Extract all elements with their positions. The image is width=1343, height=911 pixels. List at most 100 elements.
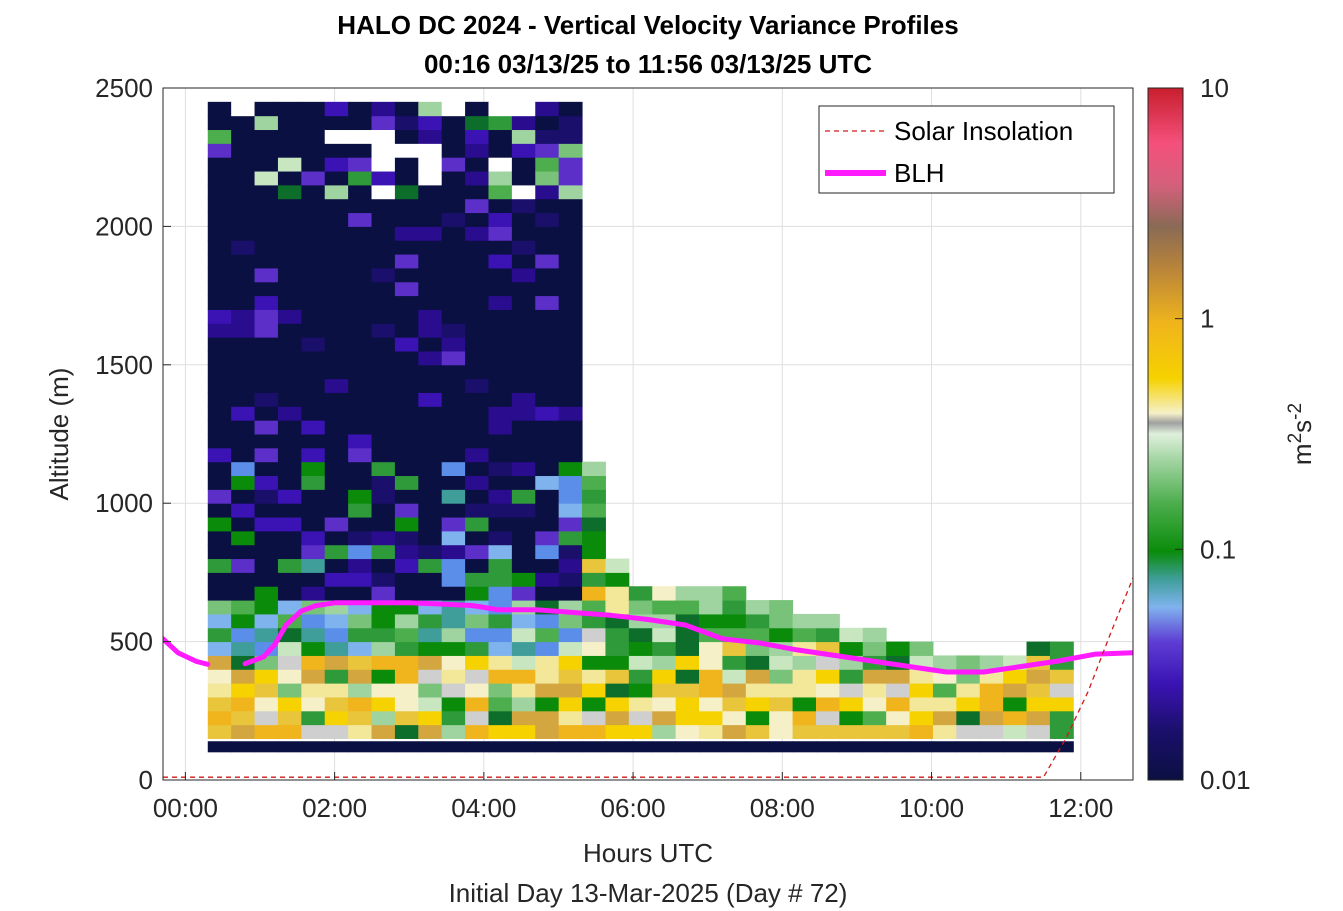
heatmap-cell [535, 101, 560, 117]
heatmap-cell [207, 683, 232, 698]
heatmap-cell [465, 157, 489, 172]
heatmap-cell [465, 198, 489, 214]
heatmap-cell [277, 281, 302, 297]
heatmap-cell [301, 710, 326, 726]
heatmap-cell [394, 683, 419, 698]
heatmap-cell [488, 198, 513, 214]
heatmap-cell [254, 295, 279, 310]
heatmap-cell [418, 309, 443, 324]
heatmap-cell [441, 517, 466, 532]
heatmap-cell [465, 129, 489, 144]
heatmap-cell [394, 503, 419, 518]
heatmap-cell [324, 434, 349, 449]
heatmap-cell [652, 669, 677, 684]
heatmap-cell [394, 627, 419, 643]
heatmap-cell [628, 683, 653, 698]
y-tick-label: 1000 [95, 488, 153, 518]
heatmap-cell [582, 600, 606, 615]
heatmap-cell [558, 683, 583, 698]
heatmap-cell [511, 101, 536, 117]
heatmap-cell [301, 143, 326, 158]
heatmap-cell [301, 226, 326, 241]
heatmap-cell [582, 517, 606, 532]
heatmap-cell [254, 613, 279, 629]
heatmap-cell [348, 461, 373, 477]
heatmap-cell [254, 420, 279, 435]
heatmap-cell [324, 240, 349, 255]
heatmap-cell [371, 461, 396, 477]
heatmap-cell [207, 309, 232, 324]
heatmap-cell [324, 267, 349, 283]
heatmap-cell [231, 295, 256, 310]
heatmap-cell [231, 350, 256, 366]
heatmap-cell [511, 184, 536, 200]
heatmap-cell [371, 544, 396, 560]
heatmap-cell [441, 434, 466, 449]
heatmap-cell [277, 683, 302, 698]
y-tick-label: 2500 [95, 73, 153, 103]
x-tick-label: 06:00 [601, 793, 666, 823]
heatmap-cell [394, 101, 419, 117]
heatmap-cell [886, 669, 911, 684]
heatmap-cell [418, 184, 443, 200]
heatmap-cell [956, 655, 981, 670]
heatmap-cell [628, 669, 653, 684]
heatmap-cell [394, 544, 419, 560]
heatmap-cell [488, 544, 513, 560]
heatmap-cell [886, 641, 911, 656]
heatmap-cell [511, 655, 536, 670]
heatmap-cell [301, 406, 326, 421]
heatmap-cell [488, 710, 513, 726]
heatmap-cell [418, 337, 443, 352]
heatmap-cell [207, 378, 232, 393]
heatmap-cell [511, 517, 536, 532]
heatmap-cell [207, 669, 232, 684]
heatmap-cell [348, 184, 373, 200]
heatmap-cells [207, 101, 1074, 753]
heatmap-cell [371, 157, 396, 172]
heatmap-cell [324, 517, 349, 532]
heatmap-cell [394, 613, 419, 629]
heatmap-cell [324, 337, 349, 352]
heatmap-cell [535, 517, 560, 532]
heatmap-cell [605, 600, 630, 615]
heatmap-cell [348, 350, 373, 366]
heatmap-cell [231, 613, 256, 629]
heatmap-cell [488, 669, 513, 684]
heatmap-cell [1049, 710, 1074, 726]
heatmap-cell [628, 627, 653, 643]
heatmap-cell [207, 600, 232, 615]
heatmap-cell [535, 212, 560, 227]
heatmap-cell [394, 309, 419, 324]
heatmap-cell [441, 710, 466, 726]
x-tick-label: 02:00 [302, 793, 367, 823]
heatmap-cell [909, 669, 934, 684]
heatmap-cell [207, 461, 232, 477]
heatmap-cell [558, 503, 583, 518]
heatmap-cell [862, 710, 887, 726]
legend-blh-label: BLH [894, 158, 945, 188]
heatmap-cell [511, 198, 536, 214]
heatmap-cell [348, 392, 373, 407]
heatmap-cell [441, 392, 466, 407]
heatmap-cell [675, 586, 700, 601]
heatmap-cell [441, 101, 466, 117]
heatmap-cell [254, 683, 279, 698]
heatmap-cell [231, 741, 256, 753]
heatmap-cell [231, 461, 256, 477]
heatmap-cell [465, 281, 489, 297]
heatmap-cell [207, 558, 232, 573]
heatmap-cell [254, 503, 279, 518]
heatmap-cell [207, 129, 232, 144]
heatmap-cell [558, 420, 583, 435]
heatmap-cell [324, 696, 349, 712]
heatmap-cell [277, 669, 302, 684]
heatmap-cell [745, 613, 770, 629]
heatmap-cell [465, 461, 489, 477]
heatmap-cell [254, 364, 279, 380]
heatmap-cell [277, 143, 302, 158]
x-tick-label: 10:00 [899, 793, 964, 823]
heatmap-cell [324, 655, 349, 670]
heatmap-cell [301, 115, 326, 131]
heatmap-cell [792, 741, 817, 753]
